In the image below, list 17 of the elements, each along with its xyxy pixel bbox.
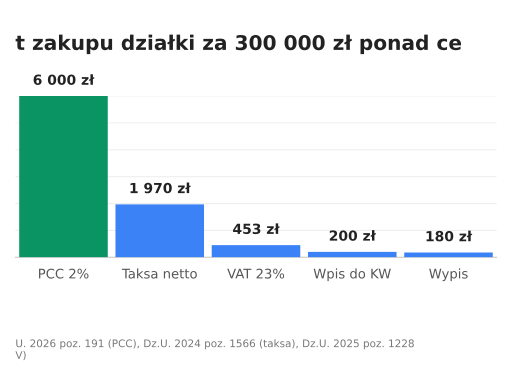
- bar: [212, 245, 300, 258]
- bar: [308, 252, 397, 258]
- x-tick-label: Wpis do KW: [314, 268, 391, 282]
- data-label: 6 000 zł: [34, 74, 95, 85]
- bar: [115, 204, 204, 258]
- bar: [19, 96, 108, 258]
- data-label: 1 970 zł: [130, 182, 191, 194]
- x-tick-label: Taksa netto: [122, 268, 197, 279]
- bar: [404, 252, 493, 258]
- text: U. 2026 poz. 191 (PCC), Dz.U. 2024 poz. 1566 (taksa), Dz.U. 2025 poz. 1228 V): [15, 339, 414, 360]
- x-tick-label: PCC 2%: [39, 268, 89, 279]
- chart-title: t zakupu działki za 300 000 zł ponad ce: [16, 34, 462, 54]
- data-label: 180 zł: [426, 230, 472, 242]
- data-label: 200 zł: [330, 230, 376, 241]
- data-label: 453 zł: [233, 223, 280, 234]
- x-tick-label: Wypis: [429, 268, 468, 282]
- x-tick-label: VAT 23%: [227, 268, 284, 279]
